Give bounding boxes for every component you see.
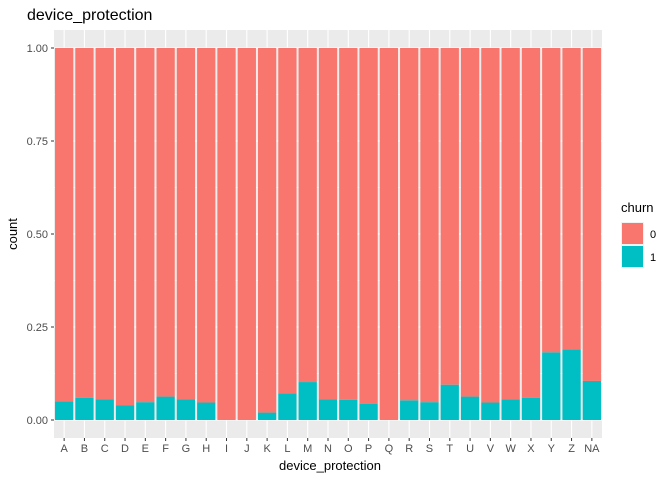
x-axis-title: device_protection [279,458,381,473]
legend-label-0: 0 [650,229,656,241]
chart-title: device_protection [27,7,152,24]
bar-churn-0-V [481,48,500,403]
bar-churn-0-G [176,48,196,400]
bar-churn-0-T [440,48,459,385]
bar-churn-0-U [460,48,480,397]
x-tick-label: I [225,443,228,455]
bar-churn-1-X [521,397,541,420]
bar-churn-1-S [420,402,439,420]
bar-churn-0-B [75,48,94,398]
bar-churn-1-U [460,396,480,420]
y-axis: 0.00 0.25 0.50 0.75 1.00 [27,43,54,427]
x-tick-label: V [487,443,495,455]
bar-churn-0-X [521,48,541,398]
bar-churn-0-L [278,48,297,394]
bar-churn-0-H [197,48,216,403]
legend-swatch-0 [622,223,643,244]
legend-swatch-1 [622,246,643,267]
bar-churn-1-M [298,382,317,420]
y-tick-label: 0.00 [27,415,48,427]
bar-churn-0-Z [562,48,581,350]
x-tick-label: N [324,443,332,455]
bar-churn-0-K [257,48,277,413]
bar-churn-0-R [400,48,419,401]
bar-churn-1-Z [562,349,581,420]
x-tick-label: J [244,443,250,455]
bar-churn-1-Y [542,352,561,420]
bar-churn-1-F [156,396,175,420]
legend-title: churn [621,200,654,215]
x-tick-label: M [303,443,312,455]
x-tick-label: S [426,443,433,455]
bar-churn-1-O [339,399,358,420]
bar-churn-1-H [197,402,216,420]
bar-churn-0-I [217,48,236,420]
bar-churn-1-B [75,397,94,420]
x-axis: A B C D E F G H I J K L M N O P Q R S T U V W X Y Z NA [60,438,600,455]
x-tick-label: E [142,443,149,455]
x-tick-label: F [162,443,169,455]
bar-churn-1-R [400,400,419,420]
bar-churn-0-S [420,48,439,403]
x-tick-label: T [446,443,453,455]
bar-churn-0-E [136,48,155,403]
bar-churn-0-W [501,48,520,400]
x-tick-label: D [121,443,129,455]
x-tick-label: L [284,443,290,455]
x-tick-label: Z [568,443,575,455]
x-tick-label: W [505,443,516,455]
bar-churn-0-Q [379,48,399,420]
bar-churn-1-A [55,401,74,420]
legend-label-1: 1 [650,252,656,264]
bar-churn-1-NA [582,380,601,420]
bar-churn-0-NA [582,48,601,381]
bar-churn-1-P [359,403,378,420]
x-tick-label: B [81,443,88,455]
bar-churn-1-K [257,412,277,420]
bar-churn-0-Y [542,48,561,353]
legend: churn 0 1 [621,200,656,268]
x-tick-label: NA [584,443,600,455]
x-tick-label: Q [385,443,394,455]
bar-churn-0-A [55,48,74,402]
x-tick-label: C [101,443,109,455]
y-axis-title: count [5,218,20,250]
bar-churn-0-M [298,48,317,383]
x-tick-label: U [466,443,474,455]
bar-churn-0-C [95,48,114,400]
x-tick-label: G [182,443,191,455]
bar-churn-0-N [318,48,338,400]
bar-churn-1-L [278,393,297,420]
bar-churn-1-V [481,402,500,420]
x-tick-label: P [365,443,372,455]
bar-churn-1-N [318,399,338,420]
bar-churn-1-D [115,405,135,420]
bar-churn-1-C [95,399,114,420]
bar-churn-0-F [156,48,175,397]
y-tick-label: 0.75 [27,136,48,148]
x-tick-label: O [344,443,353,455]
y-tick-label: 0.50 [27,229,48,241]
x-tick-label: H [202,443,210,455]
x-tick-label: K [263,443,271,455]
y-tick-label: 0.25 [27,322,48,334]
bar-churn-0-P [359,48,378,404]
bar-churn-1-G [176,399,196,420]
bar-churn-0-D [115,48,135,406]
bar-churn-0-J [237,48,256,420]
x-tick-label: R [405,443,413,455]
bar-churn-0-O [339,48,358,400]
y-tick-label: 1.00 [27,43,48,55]
bar-churn-1-E [136,402,155,420]
bar-churn-1-T [440,384,459,420]
bar-churn-1-W [501,399,520,420]
x-tick-label: Y [548,443,556,455]
bars [55,48,601,420]
x-tick-label: A [60,443,68,455]
x-tick-label: X [527,443,535,455]
